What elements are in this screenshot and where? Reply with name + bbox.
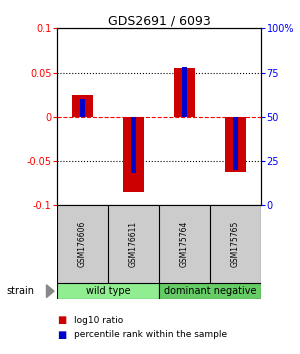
Text: wild type: wild type <box>86 286 130 296</box>
Text: GSM176611: GSM176611 <box>129 221 138 267</box>
Text: ■: ■ <box>57 330 66 339</box>
Text: percentile rank within the sample: percentile rank within the sample <box>74 330 226 339</box>
Title: GDS2691 / 6093: GDS2691 / 6093 <box>108 14 210 27</box>
Bar <box>123 117 144 192</box>
FancyBboxPatch shape <box>57 283 159 299</box>
FancyBboxPatch shape <box>57 205 261 283</box>
FancyBboxPatch shape <box>159 283 261 299</box>
Text: strain: strain <box>6 286 34 296</box>
Bar <box>80 99 85 117</box>
Polygon shape <box>46 285 54 297</box>
Text: GSM175765: GSM175765 <box>231 221 240 268</box>
Bar <box>182 67 187 117</box>
Bar <box>174 68 195 117</box>
Text: dominant negative: dominant negative <box>164 286 256 296</box>
Text: GSM176606: GSM176606 <box>78 221 87 268</box>
Text: GSM175764: GSM175764 <box>180 221 189 268</box>
Bar <box>72 95 93 117</box>
Bar <box>233 117 238 170</box>
Bar <box>131 117 136 173</box>
Text: ■: ■ <box>57 315 66 325</box>
Bar <box>225 117 246 172</box>
Text: log10 ratio: log10 ratio <box>74 316 123 325</box>
